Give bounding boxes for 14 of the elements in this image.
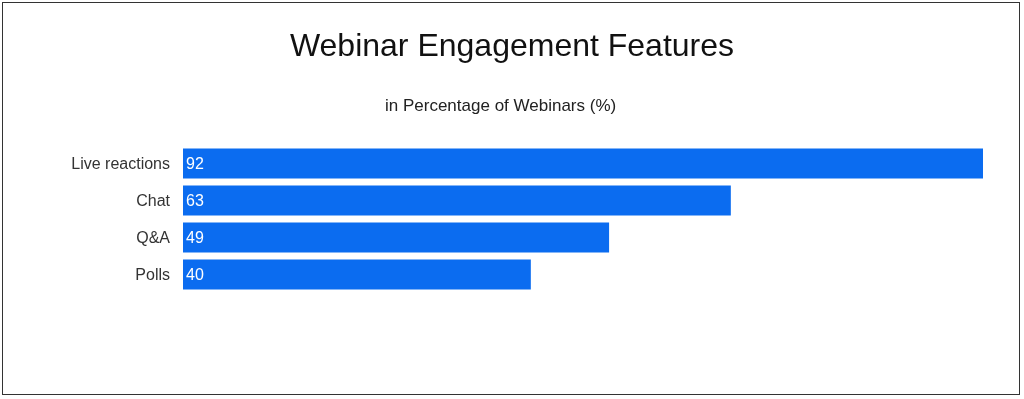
y-tick-label: Q&A (136, 229, 171, 247)
y-tick-label: Polls (135, 266, 170, 284)
data-label: 92 (186, 155, 204, 172)
chart-subtitle: in Percentage of Webinars (%) (385, 96, 617, 115)
bar (183, 148, 983, 179)
bar (183, 222, 610, 253)
data-label: 49 (186, 229, 204, 247)
data-label: 63 (186, 192, 204, 210)
data-label: 40 (186, 266, 204, 283)
y-tick-label: Chat (136, 192, 171, 210)
chart-title: Webinar Engagement Features (289, 27, 735, 64)
bar (183, 259, 531, 290)
y-tick-label: Live reactions (71, 155, 170, 173)
bar (183, 185, 731, 216)
